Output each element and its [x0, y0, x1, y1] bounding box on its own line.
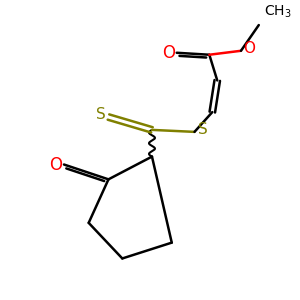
Text: S: S: [96, 106, 105, 122]
Text: O: O: [50, 155, 62, 173]
Text: O: O: [243, 41, 255, 56]
Text: O: O: [162, 44, 175, 62]
Text: S: S: [197, 122, 207, 137]
Text: CH$_3$: CH$_3$: [264, 4, 291, 20]
